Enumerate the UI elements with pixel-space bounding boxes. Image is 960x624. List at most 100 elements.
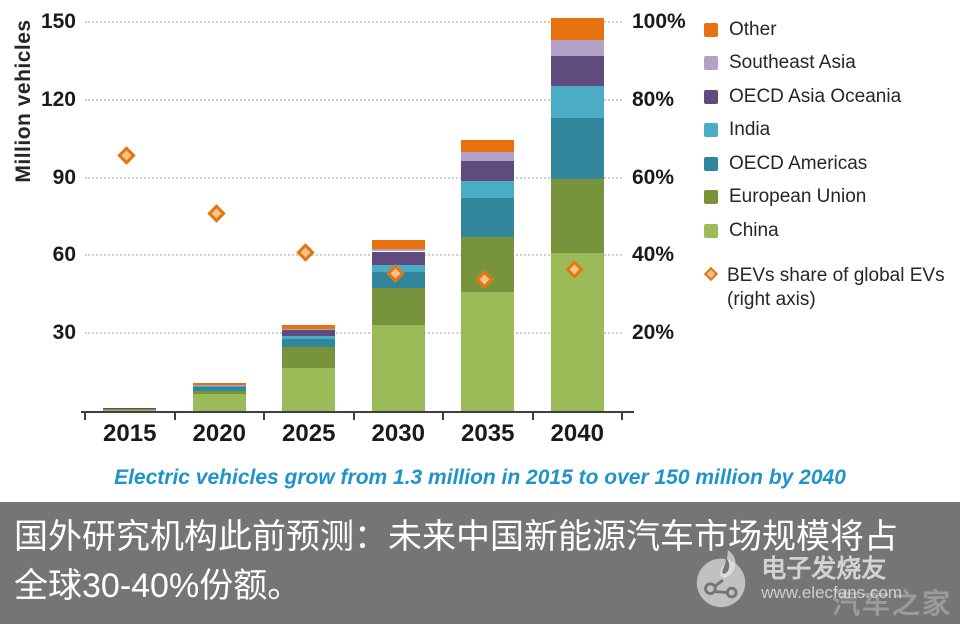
legend-marker-item: BEVs share of global EVs (right axis)	[703, 264, 954, 312]
gridline	[85, 98, 622, 101]
bar-segment	[282, 329, 336, 337]
gridline	[85, 332, 622, 335]
legend-marker-label: BEVs share of global EVs (right axis)	[727, 264, 945, 310]
x-axis-tick	[84, 411, 86, 420]
y-axis-tick-label: 150	[40, 10, 76, 33]
legend-swatch	[704, 190, 718, 205]
legend-item-label: OECD Asia Oceania	[729, 85, 902, 107]
bar-segment	[461, 181, 515, 199]
diamond-marker-icon	[703, 266, 719, 281]
bar-segment	[371, 325, 425, 411]
right-axis-tick-label: 80%	[632, 87, 675, 111]
x-axis-tick	[173, 411, 176, 420]
bar-segment	[371, 239, 425, 250]
x-axis-tick	[621, 411, 623, 420]
legend-item-label: China	[729, 219, 779, 241]
chart-subtitle: Electric vehicles grow from 1.3 million …	[114, 466, 846, 489]
legend-item: Southeast Asia	[704, 47, 954, 81]
bar-segment	[550, 55, 604, 86]
x-category-label: 2020	[192, 420, 246, 447]
bev-share-marker	[207, 204, 226, 223]
caption-bar: 国外研究机构此前预测：未来中国新能源汽车市场规模将占 全球30-40%份额。 电…	[0, 502, 960, 624]
x-axis-tick	[352, 411, 355, 420]
legend-item: OECD Asia Oceania	[704, 80, 954, 114]
x-category-label: 2030	[371, 420, 425, 447]
bar-segment	[103, 410, 157, 411]
gridline	[85, 176, 622, 179]
x-axis-tick	[442, 411, 444, 420]
legend-swatch	[704, 123, 718, 138]
x-category-label: 2015	[103, 420, 157, 447]
bar-segment	[282, 346, 336, 368]
watermark-url: www.elecfans.com	[761, 583, 902, 602]
legend-item-label: OECD Americas	[729, 152, 868, 174]
bar-segment	[371, 249, 425, 252]
x-axis-tick	[263, 411, 265, 420]
legend: Other Southeast Asia OECD Asia Oceania Indi…	[703, 13, 954, 312]
bar-segment	[103, 408, 157, 410]
legend-item: Other	[704, 13, 954, 47]
bar-segment	[282, 325, 336, 329]
bar-segment	[192, 386, 246, 387]
right-axis-tick-label: 40%	[632, 243, 675, 267]
bar-segment	[461, 198, 515, 238]
bar-segment	[550, 40, 604, 56]
bar-segment	[192, 384, 246, 387]
x-axis-line	[81, 411, 634, 413]
bar-segment	[461, 160, 515, 182]
caption-line-2: 全球30-40%份额。	[14, 567, 302, 605]
bar-segment	[192, 390, 246, 395]
y-axis-tick-label: 120	[40, 87, 76, 111]
bar-segment	[192, 382, 246, 385]
x-category-label: 2040	[550, 420, 604, 447]
bar-segment	[461, 291, 515, 411]
legend-item: China	[704, 214, 954, 248]
legend-swatch	[704, 56, 718, 71]
bar-segment	[282, 336, 336, 340]
bar-segment	[371, 287, 425, 326]
right-axis-tick-label: 60%	[632, 165, 675, 189]
legend-item: European Union	[704, 181, 954, 215]
legend-swatch	[704, 223, 718, 238]
bar-segment	[282, 367, 336, 411]
legend-item: India	[704, 114, 954, 148]
ghost-watermark: 汽车之家	[831, 588, 952, 619]
x-category-label: 2035	[461, 420, 515, 447]
bar-segment	[550, 252, 604, 411]
bev-share-marker	[296, 243, 315, 262]
y-axis-tick-label: 60	[52, 243, 76, 267]
gridline	[85, 254, 622, 257]
bar-segment	[103, 409, 157, 411]
gridline	[85, 21, 622, 23]
bar-segment	[192, 394, 246, 411]
legend-item-label: India	[729, 119, 771, 141]
bar-segment	[550, 178, 604, 253]
x-category-label: 2025	[282, 420, 336, 447]
watermark-brand: 电子发烧友	[761, 555, 887, 583]
y-axis-tick-label: 30	[52, 321, 76, 345]
right-axis-tick-label: 20%	[632, 321, 675, 345]
legend-swatch	[704, 22, 718, 37]
bar-segment	[461, 139, 515, 152]
elecfans-logo-icon	[697, 549, 746, 608]
legend-item: OECD Americas	[704, 147, 954, 181]
bar-segment	[282, 339, 336, 347]
bar-segment	[550, 117, 604, 179]
legend-item-label: Other	[729, 18, 777, 40]
bar-segment	[371, 251, 425, 265]
legend-item-label: Southeast Asia	[729, 52, 856, 74]
bar-segment	[550, 85, 604, 118]
watermark: 电子发烧友 www.elecfans.com	[691, 548, 902, 610]
bar-segment	[550, 18, 604, 41]
bev-share-marker	[117, 145, 136, 165]
legend-swatch	[704, 89, 718, 104]
legend-swatch	[704, 156, 718, 171]
bar-segment	[192, 386, 246, 391]
bar-segment	[371, 272, 425, 288]
y-axis-tick-label: 90	[52, 165, 76, 189]
caption-line-1: 国外研究机构此前预测：未来中国新能源汽车市场规模将占	[14, 518, 898, 556]
bar-segment	[282, 328, 336, 330]
legend-item-label: European Union	[729, 186, 867, 208]
